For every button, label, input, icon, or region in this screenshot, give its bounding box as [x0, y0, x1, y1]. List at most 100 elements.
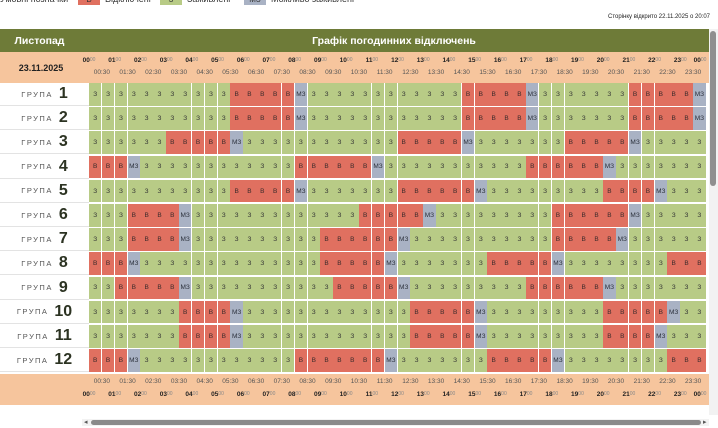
hour-label: 1600 [493, 391, 507, 399]
schedule-cell: З [500, 325, 513, 348]
schedule-cell: З [513, 179, 526, 203]
schedule-cell: З [564, 252, 578, 276]
hour-label: 0600 [236, 57, 250, 64]
schedule-cell: В [590, 131, 603, 155]
schedule-cell: З [641, 131, 655, 155]
schedule-cell: З [243, 325, 256, 348]
schedule-cell: З [281, 228, 295, 251]
scroll-right-arrow-icon[interactable]: ▸ [703, 419, 707, 426]
schedule-cell: З [667, 179, 680, 203]
hour-label: 0200 [134, 57, 147, 64]
half-hour-label: 10:30 [350, 69, 368, 76]
hour-label: 0300 [159, 57, 173, 64]
schedule-cell: В [178, 325, 192, 348]
schedule-cell: З [153, 107, 166, 130]
schedule-cell: З [410, 83, 423, 106]
group-number: 6 [58, 206, 68, 223]
schedule-cell: В [423, 325, 436, 348]
schedule-cell: З [397, 252, 410, 276]
schedule-cell: В [243, 179, 256, 203]
schedule-cell: З [127, 325, 141, 348]
schedule-cell: З [513, 204, 526, 227]
schedule-cell: З [487, 325, 500, 348]
schedule-cell: З [397, 155, 410, 179]
vertical-scrollbar[interactable] [709, 29, 718, 415]
schedule-cell: З [693, 276, 706, 300]
schedule-cell: З [526, 204, 539, 227]
schedule-cell: З [307, 83, 320, 106]
schedule-cell: З [217, 83, 230, 106]
schedule-cell: З [101, 300, 115, 324]
half-hour-label: 09:30 [325, 69, 342, 76]
schedule-cell: З [204, 155, 218, 179]
schedule-cell: З [564, 107, 578, 130]
schedule-cell: В [153, 276, 166, 300]
schedule-cell: З [461, 155, 475, 179]
schedule-cell: В [346, 252, 359, 276]
schedule-cell: З [307, 228, 320, 251]
horizontal-scroll-thumb[interactable] [91, 420, 701, 425]
schedule-cell: В [204, 325, 218, 348]
legend-item: МЗ Можливо заживлені [244, 0, 354, 5]
schedule-cell: З [423, 155, 436, 179]
schedule-cell: З [538, 204, 552, 227]
schedule-cell: В [166, 228, 179, 251]
schedule-cell: МЗ [474, 179, 488, 203]
group-word: ГРУПА [21, 89, 53, 99]
legend-label: Умовні позначки [0, 0, 68, 4]
schedule-cell: З [680, 276, 693, 300]
schedule-cell: З [140, 325, 153, 348]
schedule-cell: З [153, 300, 166, 324]
schedule-cell: В [256, 179, 269, 203]
schedule-cell: З [410, 349, 423, 372]
schedule-cell: З [307, 252, 320, 276]
schedule-cell: В [564, 155, 578, 179]
schedule-cell: З [461, 228, 475, 251]
schedule-cell: МЗ [628, 131, 642, 155]
schedule-cell: В [590, 204, 603, 227]
schedule-cell: З [448, 204, 462, 227]
schedule-cell: В [191, 131, 205, 155]
legend-swatch: З [160, 0, 182, 5]
schedule-cell: З [397, 300, 410, 324]
schedule-cell: В [654, 107, 668, 130]
hour-label: 0100 [108, 391, 122, 399]
schedule-cell: В [474, 107, 488, 130]
schedule-cell: З [281, 300, 295, 324]
schedule-cell: МЗ [526, 83, 539, 106]
schedule-cell: В [358, 252, 372, 276]
schedule-cell: В [577, 131, 590, 155]
hour-label: 0900 [313, 57, 327, 64]
schedule-cell: В [320, 252, 333, 276]
schedule-cell: З [358, 107, 372, 130]
schedule-cell: З [667, 204, 680, 227]
schedule-cell: З [346, 325, 359, 348]
schedule-cell: З [191, 155, 205, 179]
schedule-cell: З [127, 131, 141, 155]
scroll-left-arrow-icon[interactable]: ◂ [84, 419, 88, 426]
vertical-scroll-thumb[interactable] [710, 31, 716, 186]
schedule-cell: В [268, 179, 282, 203]
schedule-cell: В [603, 131, 616, 155]
schedule-cell: З [204, 276, 218, 300]
schedule-cell: В [616, 204, 629, 227]
schedule-cell: З [217, 252, 230, 276]
schedule-cell: З [346, 131, 359, 155]
half-hour-label: 07:30 [273, 378, 290, 386]
schedule-cell: З [616, 252, 629, 276]
schedule-cell: З [616, 155, 629, 179]
schedule-cell: З [654, 228, 668, 251]
hour-label: 1700 [519, 391, 533, 399]
schedule-cell: З [628, 252, 642, 276]
schedule-cell: З [590, 107, 603, 130]
schedule-cell: З [397, 83, 410, 106]
hour-label: 2000 [596, 391, 610, 399]
schedule-cell: З [294, 325, 308, 348]
schedule-cell: З [307, 179, 320, 203]
schedule-cell: З [89, 228, 102, 251]
schedule-cell: З [667, 131, 680, 155]
schedule-cell: В [500, 252, 513, 276]
schedule-cell: В [166, 204, 179, 227]
schedule-cell: З [268, 228, 282, 251]
half-hour-label: 06:30 [247, 69, 265, 76]
